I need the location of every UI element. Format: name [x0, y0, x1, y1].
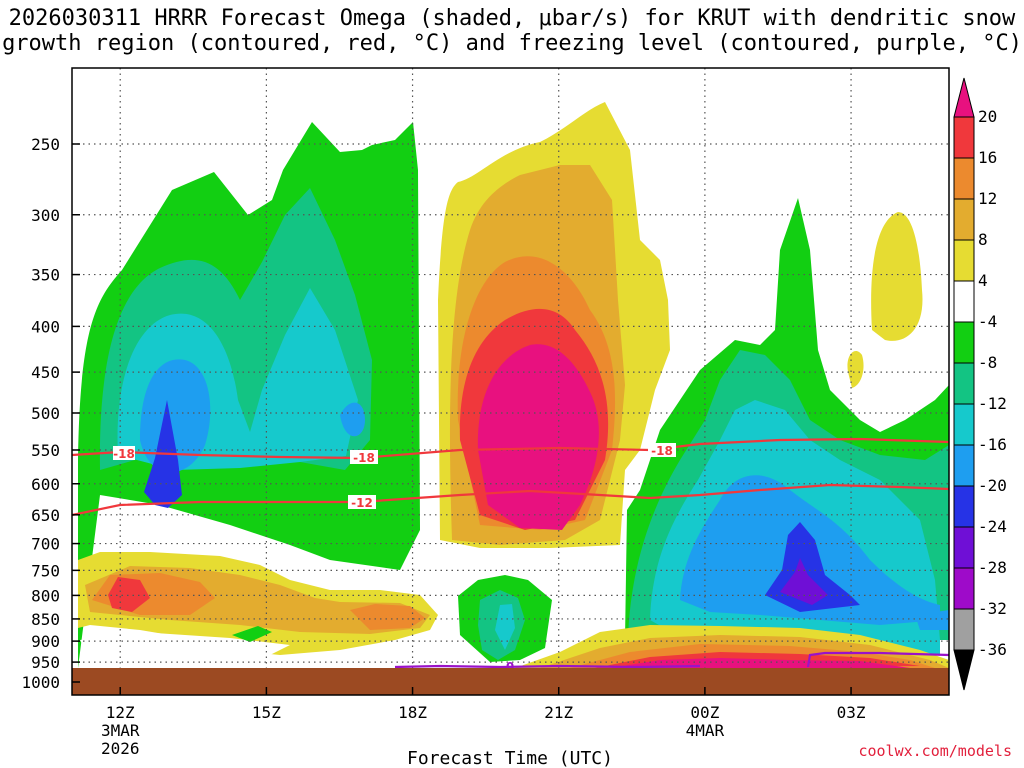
colorbar-label: -28 [978, 558, 1007, 577]
chart-title: 2026030311 HRRR Forecast Omega (shaded, … [0, 6, 1024, 56]
colorbar-label: -4 [978, 312, 997, 331]
x-tick-sublabel: 4MAR [686, 721, 725, 740]
contours [72, 437, 949, 669]
contour-labels: -18 -18 -18 -12 0 [113, 443, 676, 674]
colorbar: 20 16 12 8 4 -4 -8 -12 -16 -20 -24 -28 -32 -36 [953, 77, 1007, 691]
dgz-label-minus18-c: -18 [651, 444, 673, 458]
colorbar-cap-top [953, 77, 975, 118]
omega-region-white-gap [80, 632, 290, 664]
colorbar-label: -12 [978, 394, 1007, 413]
colorbar-label: 12 [978, 189, 997, 208]
colorbar-label: 20 [978, 107, 997, 126]
colorbar-cell [953, 526, 975, 569]
colorbar-cell [953, 362, 975, 405]
y-tick-label: 400 [31, 317, 60, 336]
colorbar-cell [953, 403, 975, 446]
title-line-1: 2026030311 HRRR Forecast Omega (shaded, … [8, 6, 1016, 31]
x-tick-sublabel-2: 2026 [101, 739, 140, 758]
x-tick-label: 21Z [544, 703, 573, 722]
plot-frame [71, 67, 950, 696]
colorbar-cap-bottom [953, 649, 975, 691]
y-tick-label: 800 [31, 586, 60, 605]
omega-region-purple-right [780, 558, 828, 605]
colorbar-cell [953, 157, 975, 200]
y-tick-label: 500 [31, 404, 60, 423]
colorbar-label: 4 [978, 271, 988, 290]
colorbar-cell [953, 321, 975, 364]
omega-region-cyan-center-low [495, 604, 515, 650]
x-tick-sublabel: 3MAR [101, 721, 140, 740]
label-bg [350, 450, 378, 464]
omega-region-blue-left [140, 359, 365, 473]
omega-region-yellow-right-small [847, 212, 923, 388]
omega-region-green-small [232, 626, 272, 642]
colorbar-label: -8 [978, 353, 997, 372]
y-tick-label: 900 [31, 632, 60, 651]
colorbar-cell [953, 280, 975, 323]
colorbar-label: -32 [978, 599, 1007, 618]
x-tick-label: 12Z [106, 703, 135, 722]
y-tick-label: 850 [31, 610, 60, 629]
omega-shading [78, 102, 949, 668]
dgz-label-minus18-b: -18 [353, 451, 375, 465]
colorbar-cell [953, 198, 975, 241]
colorbar-cell [953, 567, 975, 610]
colorbar-cell [953, 444, 975, 487]
colorbar-label: -20 [978, 476, 1007, 495]
label-bg [113, 446, 135, 460]
title-line-2: growth region (contoured, red, °C) and f… [2, 31, 1022, 56]
y-axis: 250 300 350 400 450 500 550 600 650 700 750 800 850 9… [21, 135, 80, 692]
y-tick-label: 350 [31, 266, 60, 285]
y-tick-label: 650 [31, 506, 60, 525]
x-tick-label: 00Z [690, 703, 719, 722]
colorbar-label: 16 [978, 148, 997, 167]
y-tick-label: 250 [31, 135, 60, 154]
freezing-label-0: 0 [506, 660, 514, 674]
colorbar-cell [953, 116, 975, 159]
colorbar-label: -16 [978, 435, 1007, 454]
x-axis-title: Forecast Time (UTC) [407, 748, 613, 768]
colorbar-cell [953, 608, 975, 651]
x-tick-label: 03Z [837, 703, 866, 722]
y-tick-label: 700 [31, 535, 60, 554]
dgz-label-minus12: -12 [351, 496, 373, 510]
omega-region-darkorange-lowleft [92, 573, 425, 630]
colorbar-cell [953, 239, 975, 282]
colorbar-label: 8 [978, 230, 988, 249]
label-bg [648, 443, 676, 457]
omega-region-blue-edge [915, 610, 949, 630]
y-tick-label: 1000 [21, 673, 60, 692]
omega-region-red-lowleft [108, 577, 150, 612]
colorbar-cell [953, 485, 975, 528]
freezing-contour-0-right [806, 651, 949, 668]
y-tick-label: 600 [31, 475, 60, 494]
dgz-label-minus18-a: -18 [113, 447, 135, 461]
freezing-contour-0 [394, 664, 701, 669]
y-tick-label: 450 [31, 363, 60, 382]
omega-region-magenta-center [477, 344, 599, 530]
colorbar-label: -24 [978, 517, 1007, 536]
terrain-fill [72, 668, 949, 695]
y-tick-label: 950 [31, 653, 60, 672]
x-tick-label: 18Z [398, 703, 427, 722]
credit-text: coolwx.com/models [858, 742, 1012, 760]
y-tick-label: 750 [31, 561, 60, 580]
y-tick-label: 300 [31, 206, 60, 225]
dgz-contour-minus18 [72, 437, 949, 460]
dgz-contour-minus12 [72, 483, 949, 517]
y-tick-label: 550 [31, 441, 60, 460]
grid-lines [72, 68, 949, 695]
label-bg [348, 495, 376, 509]
x-tick-label: 15Z [252, 703, 281, 722]
colorbar-label: -36 [978, 640, 1007, 659]
